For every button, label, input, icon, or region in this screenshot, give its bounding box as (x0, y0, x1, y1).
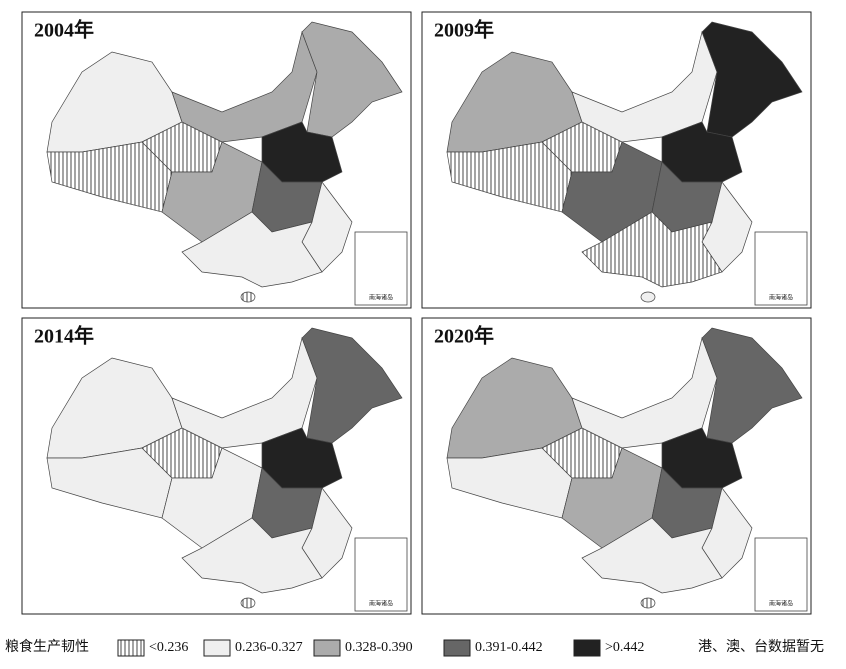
panel-title: 2009年 (434, 18, 494, 42)
province-region (581, 211, 723, 288)
province-region (701, 327, 803, 444)
legend-note: 港、澳、台数据暂无 (698, 639, 824, 655)
province-region (701, 21, 803, 138)
map-panel: 南海诸岛 2014年 (21, 317, 412, 615)
legend-swatch (573, 639, 601, 657)
inset-label: 南海诸岛 (369, 599, 393, 607)
hainan (240, 291, 256, 303)
legend-swatch (443, 639, 471, 657)
province-region (581, 517, 723, 594)
panel-title: 2014年 (34, 324, 94, 348)
hainan (640, 291, 656, 303)
map-panel: 南海诸岛 2009年 (421, 11, 812, 309)
province-region (181, 211, 323, 288)
legend-label: 0.391-0.442 (475, 640, 543, 655)
panel-title: 2004年 (34, 18, 94, 42)
province-region (301, 327, 403, 444)
panel-title: 2020年 (434, 324, 494, 348)
legend-swatch (313, 639, 341, 657)
legend-title: 粮食生产韧性 (5, 638, 89, 655)
legend-swatch (117, 639, 145, 657)
inset-label: 南海诸岛 (369, 293, 393, 301)
hainan (640, 597, 656, 609)
map-panel: 南海诸岛 2004年 (21, 11, 412, 309)
inset-label: 南海诸岛 (769, 599, 793, 607)
inset-frame (754, 537, 808, 612)
inset-frame (354, 537, 408, 612)
province-region (301, 21, 403, 138)
hainan (240, 597, 256, 609)
province-region (181, 517, 323, 594)
inset-frame (754, 231, 808, 306)
map-panel: 南海诸岛 2020年 (421, 317, 812, 615)
inset-frame (354, 231, 408, 306)
legend-label: 0.328-0.390 (345, 640, 413, 655)
legend-label: >0.442 (605, 640, 644, 655)
legend-label: 0.236-0.327 (235, 640, 303, 655)
inset-label: 南海诸岛 (769, 293, 793, 301)
legend-label: <0.236 (149, 640, 188, 655)
legend-swatch (203, 639, 231, 657)
